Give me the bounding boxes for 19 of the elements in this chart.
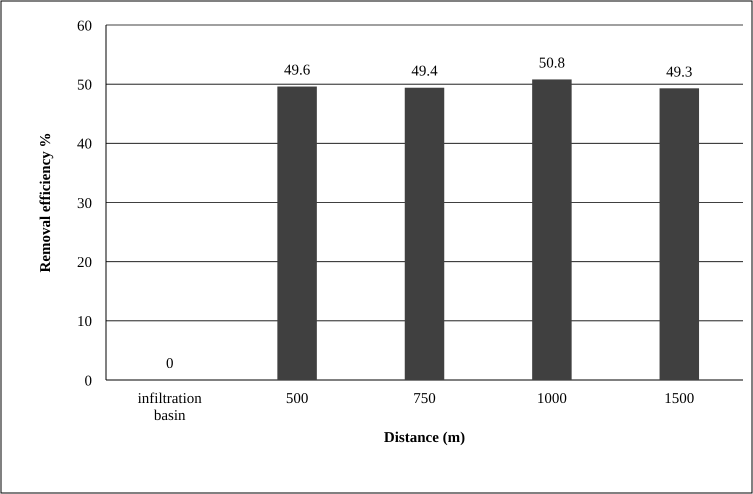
y-tick-label: 0 (84, 373, 92, 390)
data-label: 49.6 (284, 62, 311, 79)
y-tick-label: 40 (77, 136, 92, 153)
y-tick-label: 30 (77, 196, 92, 212)
x-tick-label: infiltration basin (138, 391, 202, 424)
data-label: 49.3 (666, 64, 692, 80)
data-label: 50.8 (538, 55, 566, 72)
data-label: 0 (166, 356, 174, 372)
y-tick-label: 50 (77, 77, 92, 94)
y-tick-label: 60 (77, 18, 92, 34)
x-tick-label: 500 (286, 391, 308, 407)
x-tick-label: 1500 (664, 391, 694, 407)
x-tick-label: 750 (413, 391, 436, 407)
x-axis-title: Distance (m) (384, 430, 466, 446)
y-axis-title: Removal efficiency % (38, 132, 54, 272)
y-tick-label: 10 (77, 314, 92, 330)
x-tick-label: 1000 (536, 391, 567, 407)
y-tick-label: 20 (77, 254, 92, 271)
data-label: 49.4 (411, 64, 438, 80)
